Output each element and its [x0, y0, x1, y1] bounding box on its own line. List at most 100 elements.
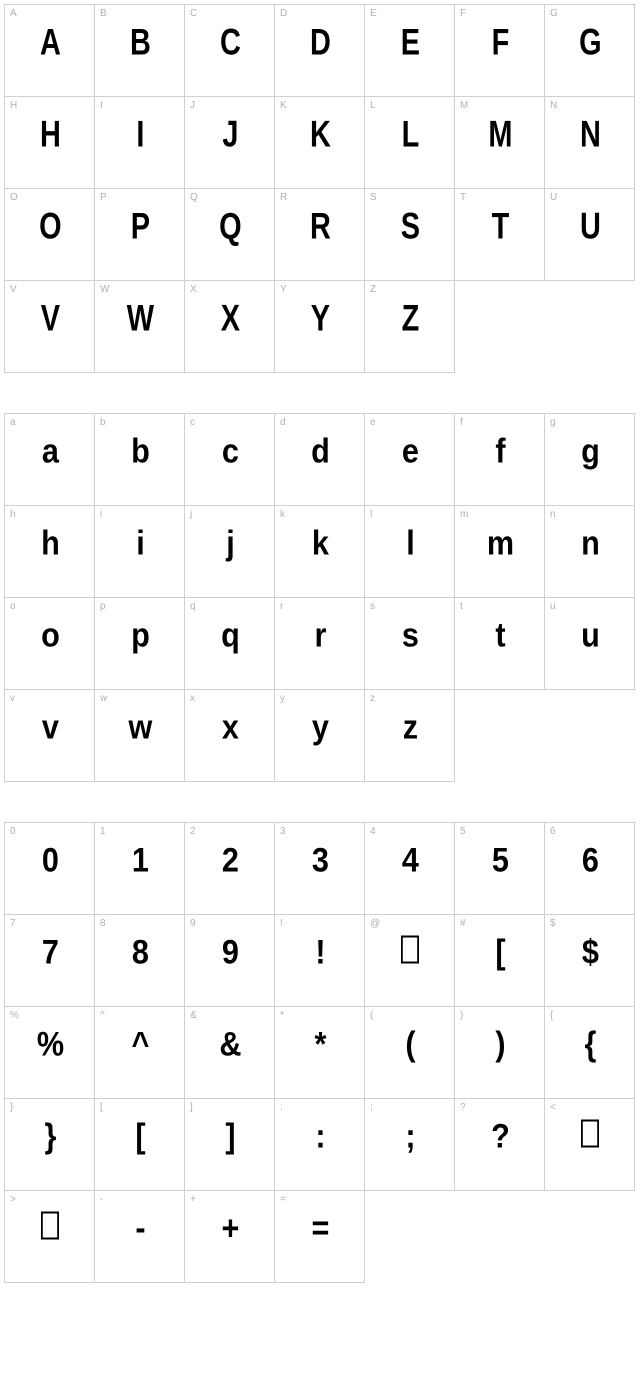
glyph-cell[interactable]: ee	[365, 414, 455, 506]
glyph-cell[interactable]: JJ	[185, 97, 275, 189]
glyph-cell[interactable]: 77	[5, 915, 95, 1007]
glyph-cell-label: N	[550, 100, 557, 111]
glyph-cell[interactable]: xx	[185, 690, 275, 782]
glyph-cell[interactable]: --	[95, 1191, 185, 1283]
glyph-cell[interactable]: OO	[5, 189, 95, 281]
glyph-cell[interactable]: **	[275, 1007, 365, 1099]
glyph-cell[interactable]: 99	[185, 915, 275, 1007]
glyph-cell[interactable]: oo	[5, 598, 95, 690]
glyph-cell[interactable]: ((	[365, 1007, 455, 1099]
glyph-cell-glyph: (	[405, 1026, 414, 1065]
glyph-cell[interactable]: 00	[5, 823, 95, 915]
glyph-cell[interactable]: rr	[275, 598, 365, 690]
glyph-cell[interactable]: nn	[545, 506, 635, 598]
glyph-cell[interactable]: ??	[455, 1099, 545, 1191]
glyph-cell[interactable]: dd	[275, 414, 365, 506]
glyph-cell[interactable]: 33	[275, 823, 365, 915]
glyph-cell-label: 6	[550, 826, 556, 837]
glyph-cell[interactable]: 66	[545, 823, 635, 915]
glyph-cell[interactable]: 11	[95, 823, 185, 915]
glyph-cell[interactable]: !!	[275, 915, 365, 1007]
glyph-cell[interactable]: VV	[5, 281, 95, 373]
glyph-cell[interactable]: MM	[455, 97, 545, 189]
glyph-cell[interactable]: WW	[95, 281, 185, 373]
glyph-cell[interactable]: SS	[365, 189, 455, 281]
glyph-cell[interactable]: cc	[185, 414, 275, 506]
glyph-cell[interactable]: ss	[365, 598, 455, 690]
glyph-cell[interactable]: KK	[275, 97, 365, 189]
glyph-cell[interactable]: PP	[95, 189, 185, 281]
glyph-cell-label: z	[370, 693, 375, 704]
glyph-cell[interactable]: UU	[545, 189, 635, 281]
glyph-cell-label: %	[10, 1010, 19, 1021]
glyph-cell[interactable]: aa	[5, 414, 95, 506]
glyph-cell[interactable]: }}	[5, 1099, 95, 1191]
glyph-cell[interactable]: tt	[455, 598, 545, 690]
glyph-cell[interactable]: bb	[95, 414, 185, 506]
glyph-cell[interactable]: 22	[185, 823, 275, 915]
glyph-cell[interactable]: @	[365, 915, 455, 1007]
glyph-cell[interactable]: CC	[185, 5, 275, 97]
glyph-cell[interactable]: uu	[545, 598, 635, 690]
glyph-cell[interactable]: hh	[5, 506, 95, 598]
glyph-cell-label: J	[190, 100, 195, 111]
glyph-cell[interactable]: <	[545, 1099, 635, 1191]
glyph-cell[interactable]: vv	[5, 690, 95, 782]
glyph-cell-glyph: K	[309, 114, 329, 157]
glyph-cell-glyph: !	[315, 934, 324, 973]
glyph-cell[interactable]: DD	[275, 5, 365, 97]
glyph-cell[interactable]: II	[95, 97, 185, 189]
glyph-cell-label: i	[100, 509, 102, 520]
glyph-cell[interactable]: ==	[275, 1191, 365, 1283]
glyph-cell[interactable]: gg	[545, 414, 635, 506]
glyph-cell[interactable]: &&	[185, 1007, 275, 1099]
glyph-cell[interactable]: jj	[185, 506, 275, 598]
glyph-cell[interactable]: {{	[545, 1007, 635, 1099]
glyph-cell[interactable]: yy	[275, 690, 365, 782]
glyph-cell[interactable]: XX	[185, 281, 275, 373]
glyph-cell[interactable]: TT	[455, 189, 545, 281]
glyph-cell[interactable]: ;;	[365, 1099, 455, 1191]
glyph-cell[interactable]: kk	[275, 506, 365, 598]
glyph-cell-glyph: i	[136, 525, 144, 564]
glyph-cell[interactable]: pp	[95, 598, 185, 690]
character-map: AABBCCDDEEFFGG HHIIJJKKLLMMNN OOPPQQRRSSTT…	[4, 4, 636, 1283]
glyph-cell[interactable]: HH	[5, 97, 95, 189]
glyph-cell[interactable]: ]]	[185, 1099, 275, 1191]
glyph-cell[interactable]: ii	[95, 506, 185, 598]
glyph-cell-glyph: G	[579, 22, 601, 65]
glyph-cell[interactable]: mm	[455, 506, 545, 598]
glyph-cell[interactable]: 44	[365, 823, 455, 915]
glyph-cell[interactable]: ZZ	[365, 281, 455, 373]
glyph-cell[interactable]: 55	[455, 823, 545, 915]
section-lowercase: aabbccddeeffgghhiijjkkllmmnnooppqqrrsstt…	[4, 413, 636, 782]
glyph-cell[interactable]: RR	[275, 189, 365, 281]
glyph-cell[interactable]: ++	[185, 1191, 275, 1283]
glyph-cell[interactable]: zz	[365, 690, 455, 782]
glyph-cell[interactable]: FF	[455, 5, 545, 97]
glyph-cell[interactable]: #[	[455, 915, 545, 1007]
glyph-cell-glyph: t	[495, 617, 504, 656]
glyph-cell[interactable]: $$	[545, 915, 635, 1007]
glyph-cell[interactable]: LL	[365, 97, 455, 189]
glyph-cell[interactable]: ff	[455, 414, 545, 506]
glyph-cell[interactable]: ww	[95, 690, 185, 782]
glyph-cell[interactable]: qq	[185, 598, 275, 690]
glyph-cell[interactable]: %%	[5, 1007, 95, 1099]
glyph-cell[interactable]: NN	[545, 97, 635, 189]
glyph-grid: 00112233445566 778899!!@#[$$%%^^&&**(()){…	[4, 822, 636, 1283]
glyph-cell[interactable]: [[	[95, 1099, 185, 1191]
glyph-cell[interactable]: >	[5, 1191, 95, 1283]
glyph-cell-label: )	[460, 1010, 463, 1021]
glyph-cell[interactable]: GG	[545, 5, 635, 97]
glyph-cell[interactable]: EE	[365, 5, 455, 97]
glyph-cell[interactable]: AA	[5, 5, 95, 97]
glyph-cell[interactable]: 88	[95, 915, 185, 1007]
glyph-cell[interactable]: ::	[275, 1099, 365, 1191]
glyph-cell[interactable]: BB	[95, 5, 185, 97]
glyph-cell[interactable]: ))	[455, 1007, 545, 1099]
glyph-cell[interactable]: YY	[275, 281, 365, 373]
glyph-cell[interactable]: QQ	[185, 189, 275, 281]
glyph-cell[interactable]: ^^	[95, 1007, 185, 1099]
glyph-cell[interactable]: ll	[365, 506, 455, 598]
